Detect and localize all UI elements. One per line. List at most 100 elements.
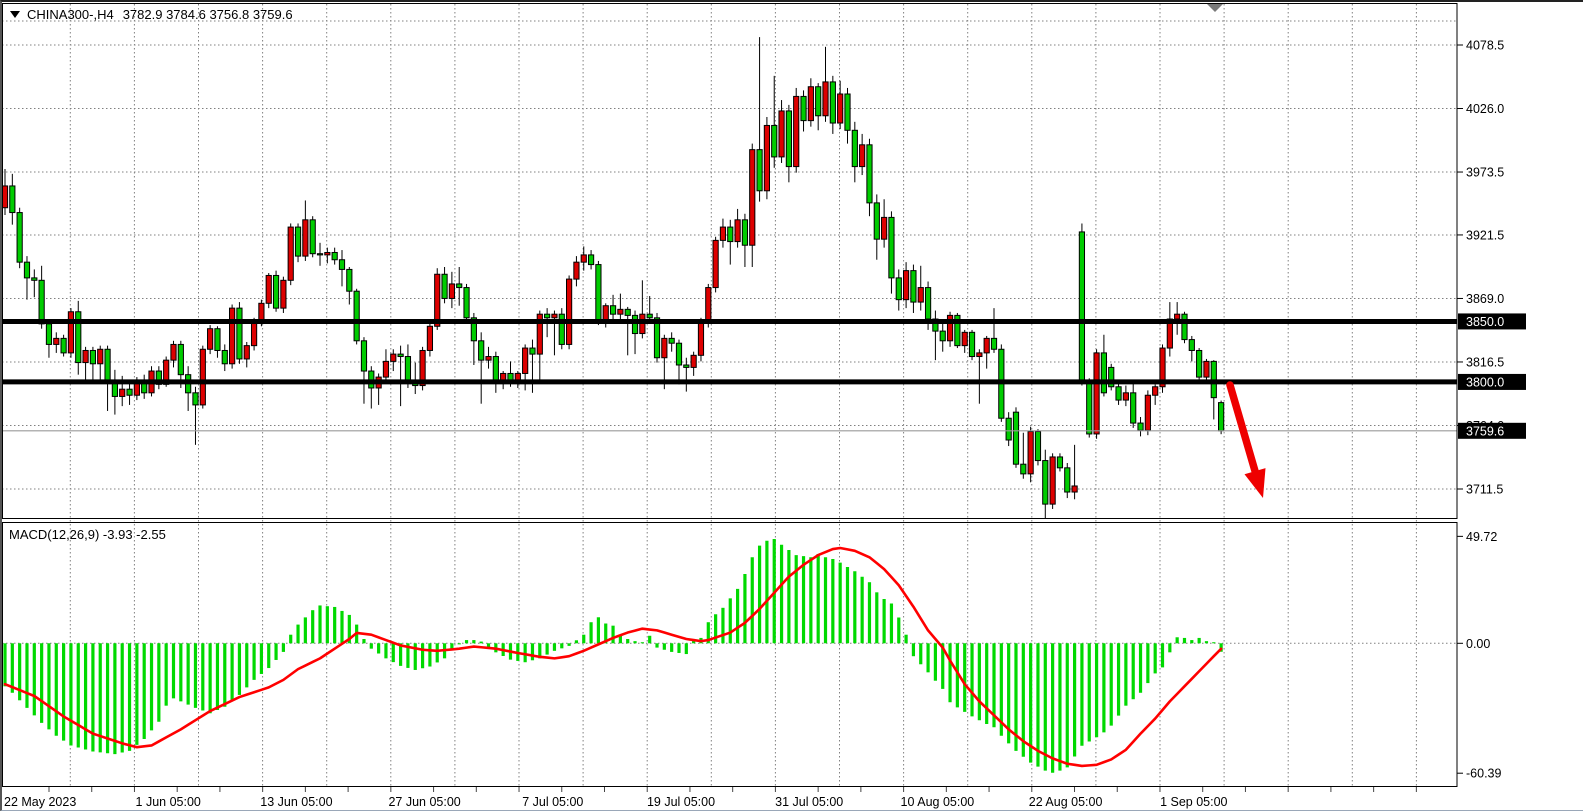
time-axis-label: 1 Sep 05:00: [1160, 795, 1227, 809]
candle-body-bull: [1071, 485, 1078, 493]
candle-body-bear: [272, 274, 280, 309]
candle-body-bear: [624, 308, 631, 316]
candle-body-bear: [316, 253, 324, 256]
candle-body-bear: [653, 317, 661, 359]
time-axis-label: 13 Jun 05:00: [260, 795, 332, 809]
candle-body-bear: [1188, 339, 1195, 351]
candle-body-bear: [1005, 417, 1012, 441]
candle-body-bear: [192, 392, 199, 406]
time-axis-label: 22 Aug 05:00: [1029, 795, 1103, 809]
candle-body-bear: [236, 307, 243, 360]
candle-body-bull: [1049, 456, 1056, 505]
candle-body-bull: [53, 337, 60, 345]
candle-body-bull: [170, 343, 177, 361]
time-axis-label: 1 Jun 05:00: [136, 795, 201, 809]
candle-body-bull: [1174, 313, 1181, 320]
trend-arrow-head[interactable]: [1244, 468, 1266, 498]
candle-body-bull: [661, 337, 668, 359]
candle-body-bull: [749, 149, 756, 246]
candle-body-bear: [23, 261, 31, 279]
current-price-label: 3759.6: [1466, 424, 1504, 438]
candle-body-bear: [1108, 366, 1115, 388]
candle-body-bear: [873, 202, 880, 240]
macd-axis[interactable]: 49.72 0.00 -60.39: [1457, 530, 1501, 781]
candle-body-bear: [1020, 463, 1027, 475]
candle-body-bear: [463, 287, 470, 319]
candle-body-bull: [287, 226, 294, 281]
candle-body-bull: [207, 328, 214, 350]
macd-indicator-label: MACD(12,26,9) -3.93 -2.55: [9, 527, 166, 542]
candle-body-bull: [573, 261, 580, 280]
candle-body-bear: [756, 149, 763, 192]
symbol-period-label: CHINA300-,H4: [27, 6, 114, 22]
levels-layer: [2, 318, 1457, 432]
candle-body-bull: [1027, 431, 1034, 475]
candle-body-bear: [214, 328, 221, 351]
candle-body-bear: [785, 110, 792, 168]
candle-body-bear: [470, 317, 477, 342]
candle-body-bear: [360, 340, 368, 372]
candle-body-bear: [1115, 386, 1122, 401]
candle-body-bull: [1093, 352, 1100, 435]
candle-body-bull: [580, 254, 587, 263]
candle-body-bear: [1218, 402, 1225, 432]
price-axis-label: 4026.0: [1466, 102, 1504, 116]
macd-layer: [3, 538, 1223, 773]
candle-body-bear: [126, 388, 133, 396]
macd-axis-label: 49.72: [1466, 530, 1497, 544]
time-axis[interactable]: 22 May 2023 1 Jun 05:00 13 Jun 05:00 27 Jun…: [4, 787, 1417, 809]
candle-body-bear: [1137, 422, 1144, 431]
candle-body-bull: [719, 226, 727, 241]
candle-body-bear: [16, 212, 23, 263]
candle-body-bear: [1042, 460, 1049, 505]
candle-body-bull: [793, 95, 800, 168]
candle-body-bull: [902, 270, 910, 301]
candle-body-bear: [221, 349, 228, 365]
candle-body-bear: [844, 93, 851, 131]
candle-body-bull: [229, 307, 236, 365]
candle-body-bear: [800, 95, 807, 122]
candle-body-bull: [522, 347, 529, 374]
price-axis[interactable]: 4078.54026.03973.53921.53869.03816.53764…: [1457, 39, 1526, 497]
candle-body-bull: [1144, 394, 1151, 431]
candle-body-bull: [705, 287, 712, 322]
symbol-dropdown-icon[interactable]: [10, 10, 20, 18]
candle-body-bull: [807, 86, 814, 122]
candle-body-bull: [734, 219, 741, 243]
trend-arrow-shaft[interactable]: [1226, 381, 1259, 475]
candle-body-bull: [1122, 392, 1129, 401]
time-axis-label: 31 Jul 05:00: [775, 795, 843, 809]
level-price-label: 3850.0: [1466, 315, 1504, 329]
candle-body-bear: [353, 290, 360, 342]
time-axis-label: 22 May 2023: [4, 795, 76, 809]
candle-body-bear: [829, 81, 836, 124]
candle-body-bull: [983, 337, 990, 354]
candle-body-bear: [1012, 411, 1020, 465]
macd-axis-label: 0.00: [1466, 637, 1490, 651]
candle-body-bear: [990, 337, 998, 350]
price-axis-label: 3816.5: [1466, 355, 1504, 369]
main-panel-border: [2, 3, 1458, 519]
candle-body-bear: [1064, 467, 1071, 493]
candle-body-bear: [851, 129, 858, 168]
candle-body-bear: [177, 343, 184, 376]
candle-body-bear: [45, 323, 53, 345]
candle-body-bull: [946, 314, 954, 342]
candle-body-bull: [617, 308, 624, 315]
macd-axis-label: -60.39: [1466, 767, 1501, 781]
candle-body-bear: [478, 340, 485, 361]
candle-body-bear: [397, 353, 404, 358]
candle-body-bear: [1078, 231, 1086, 383]
candle-body-bear: [910, 270, 917, 303]
candle-body-bull: [119, 388, 126, 397]
candle-body-bear: [456, 283, 463, 289]
candle-body-bull: [712, 239, 719, 289]
price-axis-label: 3711.5: [1466, 482, 1503, 496]
candle-body-bull: [199, 348, 206, 406]
candle-body-bull: [302, 219, 309, 257]
candle-body-bull: [419, 349, 426, 387]
candle-body-bull: [390, 353, 397, 362]
candle-body-bear: [1196, 349, 1203, 378]
